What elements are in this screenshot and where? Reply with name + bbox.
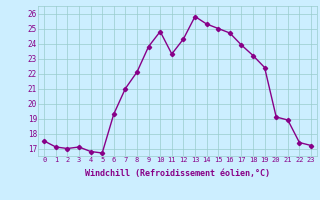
X-axis label: Windchill (Refroidissement éolien,°C): Windchill (Refroidissement éolien,°C)	[85, 169, 270, 178]
